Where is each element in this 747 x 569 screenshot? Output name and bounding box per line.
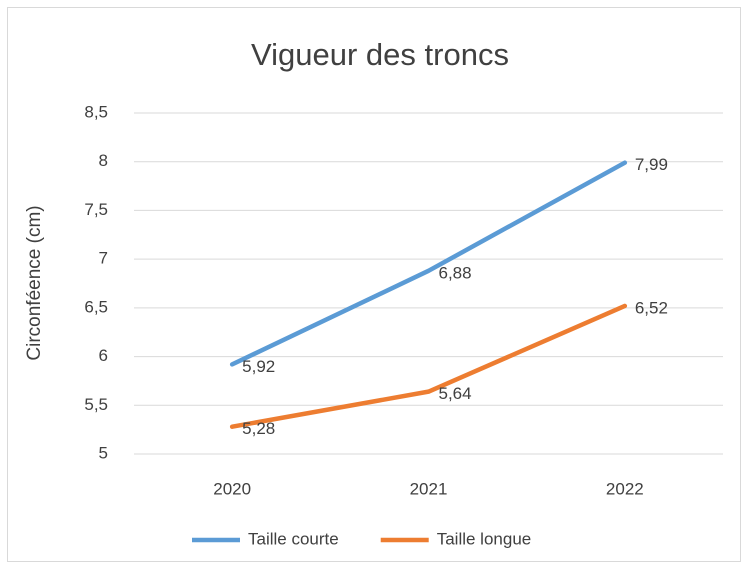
series-line <box>229 303 628 429</box>
data-label: 5,28 <box>242 419 275 438</box>
y-tick-label: 7 <box>99 249 108 268</box>
x-tick-label: 2020 <box>213 479 251 498</box>
y-tick-label: 8 <box>99 151 108 170</box>
data-label: 5,64 <box>439 384 472 403</box>
y-tick-label: 5 <box>99 443 108 462</box>
x-tick-label: 2021 <box>410 479 448 498</box>
y-tick-label: 5,5 <box>84 395 108 414</box>
y-tick-label: 6,5 <box>84 297 108 316</box>
data-label: 6,52 <box>635 298 668 317</box>
data-label: 5,92 <box>242 357 275 376</box>
legend-label: Taille longue <box>437 529 532 548</box>
data-label: 7,99 <box>635 155 668 174</box>
x-tick-label: 2022 <box>606 479 644 498</box>
y-tick-label: 8,5 <box>84 102 108 121</box>
y-tick-label: 6 <box>99 346 108 365</box>
data-label: 6,88 <box>439 263 472 282</box>
y-axis-title: Circonféence (cm) <box>24 205 45 360</box>
chart-border <box>7 7 741 562</box>
chart-title: Vigueur des troncs <box>251 37 509 72</box>
legend-label: Taille courte <box>248 529 339 548</box>
y-tick-label: 7,5 <box>84 200 108 219</box>
series-line <box>229 160 628 367</box>
